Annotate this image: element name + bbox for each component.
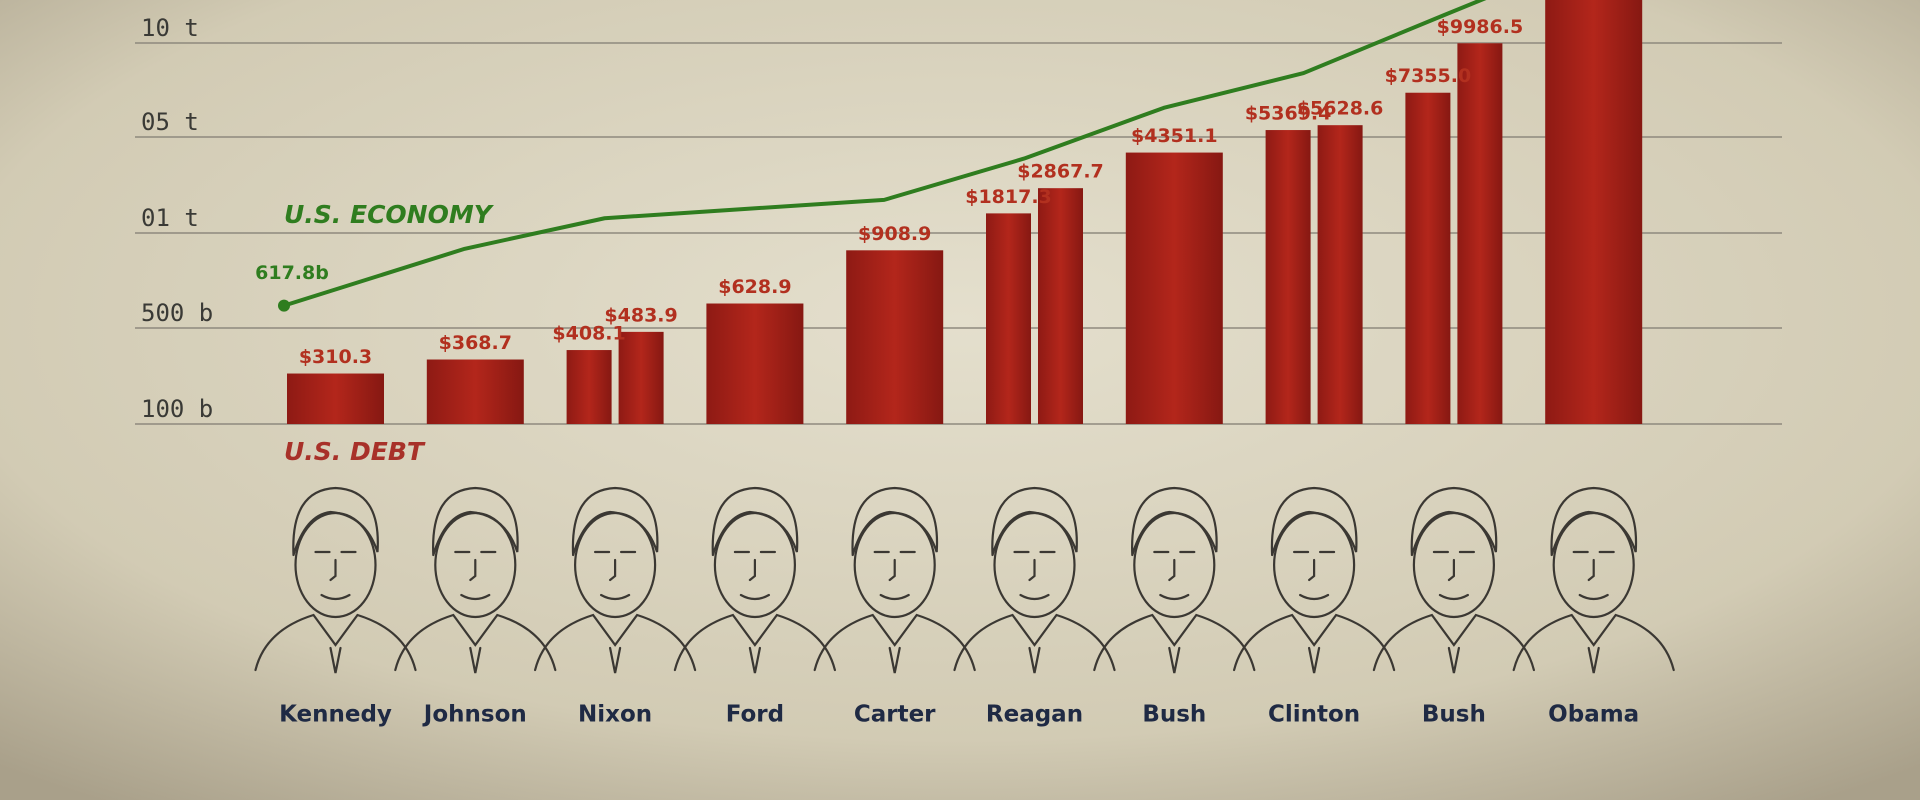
hair <box>432 486 519 557</box>
hair <box>991 486 1078 557</box>
bar <box>1405 92 1451 424</box>
bar <box>846 250 944 424</box>
hair <box>1550 486 1638 557</box>
bar <box>426 359 524 424</box>
features <box>1432 550 1475 601</box>
hair <box>292 486 379 557</box>
value-label: $628.9 <box>718 276 791 298</box>
shoulders <box>1372 613 1535 674</box>
portrait <box>1512 486 1675 674</box>
economy-line <box>283 0 1487 308</box>
labels: $310.3 $368.7 $408.1$483.9 $628.9 $908.9 $181… <box>255 16 1639 728</box>
shoulders <box>813 613 976 674</box>
hair <box>1131 486 1218 557</box>
hair <box>711 486 799 557</box>
bar <box>1265 130 1311 424</box>
bar <box>287 373 384 424</box>
value-label: $5628.6 <box>1297 98 1384 120</box>
hair <box>1270 486 1358 557</box>
bars <box>287 0 1643 425</box>
features <box>733 550 776 601</box>
shoulders <box>673 613 836 674</box>
x-tick-label: Johnson <box>422 702 527 728</box>
economy-point <box>278 299 290 312</box>
portrait <box>673 486 836 674</box>
x-tick-label: Obama <box>1548 702 1639 728</box>
x-tick-label: Bush <box>1422 702 1486 728</box>
x-tick-label: Reagan <box>986 702 1083 728</box>
value-label: $7355.0 <box>1385 65 1472 87</box>
features <box>594 550 637 601</box>
y-tick-label: 500 b <box>141 299 213 327</box>
portrait <box>813 486 976 674</box>
value-label: $408.1 <box>552 323 625 345</box>
shoulders <box>394 613 557 674</box>
value-label: $5369.4 <box>1245 103 1332 125</box>
shoulders <box>1512 613 1675 674</box>
economy <box>278 0 1487 312</box>
bar <box>566 350 612 424</box>
bar <box>1457 43 1503 425</box>
portrait <box>254 486 417 674</box>
grid: 100 b 500 b 01 t 05 t 10 t <box>135 14 1782 425</box>
value-label: $908.9 <box>858 223 931 245</box>
features <box>1013 550 1056 601</box>
bar <box>1317 125 1363 425</box>
x-tick-label: Kennedy <box>279 702 392 728</box>
hair <box>571 486 659 557</box>
value-label: $1817.3 <box>965 186 1052 208</box>
value-label: $9986.5 <box>1437 16 1524 38</box>
series-name: U.S. DEBT <box>284 437 426 466</box>
bar <box>618 331 664 424</box>
bar <box>1545 0 1643 425</box>
portraits <box>254 486 1675 674</box>
series-name: U.S. ECONOMY <box>284 200 495 229</box>
shoulders <box>254 613 417 674</box>
shoulders <box>534 613 697 674</box>
features <box>1572 550 1615 601</box>
x-tick-label: Carter <box>854 702 936 728</box>
features <box>1153 550 1196 601</box>
y-tick-label: 05 t <box>141 108 199 136</box>
value-label: $4351.1 <box>1131 125 1218 147</box>
shoulders <box>953 613 1116 674</box>
bar <box>706 303 804 424</box>
portrait <box>1093 486 1256 674</box>
x-tick-label: Ford <box>726 702 784 728</box>
y-tick-label: 10 t <box>141 14 199 42</box>
y-tick-label: 100 b <box>141 395 213 423</box>
features <box>1293 550 1336 601</box>
bar <box>986 213 1031 424</box>
bar <box>1038 188 1083 424</box>
value-label: $310.3 <box>299 346 372 368</box>
value-label: $368.7 <box>439 332 512 354</box>
portrait <box>1233 486 1396 674</box>
features <box>454 550 497 601</box>
hair <box>1410 486 1498 557</box>
hair <box>851 486 939 557</box>
portrait <box>953 486 1116 674</box>
portrait <box>394 486 557 674</box>
shoulders <box>1233 613 1396 674</box>
portrait <box>534 486 697 674</box>
shoulders <box>1093 613 1256 674</box>
value-label: $2867.7 <box>1017 161 1104 183</box>
features <box>873 550 916 601</box>
portrait <box>1372 486 1535 674</box>
x-tick-label: Bush <box>1142 702 1206 728</box>
value-label: 617.8b <box>255 262 329 284</box>
bar <box>1125 152 1223 424</box>
y-tick-label: 01 t <box>141 204 199 232</box>
x-tick-label: Clinton <box>1268 702 1360 728</box>
value-label: $483.9 <box>604 304 677 326</box>
x-tick-label: Nixon <box>578 702 652 728</box>
features <box>314 550 357 601</box>
